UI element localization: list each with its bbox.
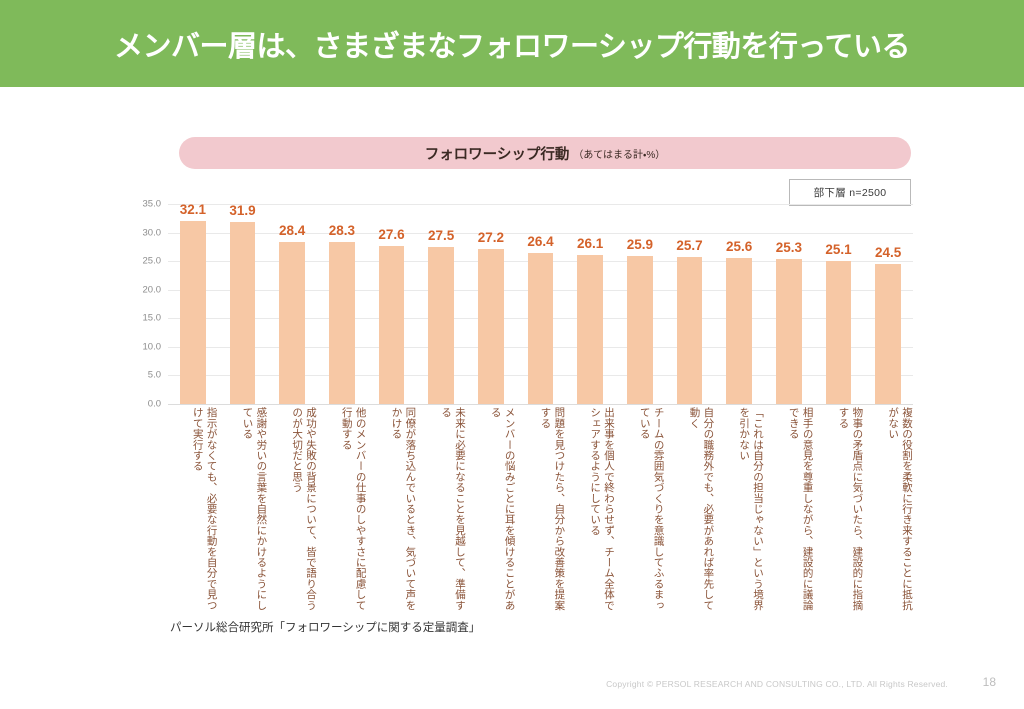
x-axis-tick-label: 相手の意見を尊重しながら、建設的に議論できる (787, 407, 814, 611)
bar-value-label: 25.6 (726, 238, 753, 254)
bar (428, 246, 455, 404)
x-axis-tick-label: 成功や失敗の背景について、皆で語り合うのが大切だと思う (291, 407, 317, 611)
bar-value-label: 28.3 (328, 223, 355, 239)
x-axis-tick-label: 「これは自分の担当じゃない」という境界を引かない (738, 407, 764, 611)
y-axis-tick-label: 25.0 (142, 255, 162, 267)
bar-group: 26.4 (516, 204, 566, 404)
bar-value-label: 25.7 (676, 238, 703, 254)
bar (179, 220, 206, 404)
bar-group: 27.5 (416, 204, 466, 404)
bar (328, 242, 355, 404)
legend-label: 部下層 n=2500 (813, 187, 887, 199)
bar-value-label: 26.1 (577, 235, 604, 251)
bar-group: 25.9 (615, 204, 665, 404)
bar-value-label: 32.1 (179, 201, 206, 217)
x-axis-tick-label: 感謝や労いの言葉を自然にかけるようにしている (241, 407, 268, 611)
x-axis-tick-label: 他のメンバーの仕事のしやすさに配慮して行動する (340, 407, 367, 611)
page-footer: Copyright © PERSOL RESEARCH AND CONSULTI… (0, 669, 1024, 709)
chart-panel: フォロワーシップ行動 （あてはまる計・%） 部下層 n=2500 35.0 30.… (0, 87, 1024, 647)
x-axis-tick-label: 自分の職務外でも、必要があれば率先して動く (688, 407, 715, 611)
bar-group: 32.1 (168, 201, 218, 404)
chart-title-main: フォロワーシップ行動 (424, 146, 570, 163)
chart-title-pill: フォロワーシップ行動 （あてはまる計・%） (179, 137, 911, 169)
source-note: パーソル総合研究所「フォロワーシップに関する定量調査」 (170, 622, 481, 634)
bar-group: 27.6 (367, 204, 417, 404)
bars-layer: 32.1 31.9 28.4 28.3 27.6 27.5 27.2 26.4 26.1 25.9… (168, 201, 913, 404)
bar (527, 253, 554, 404)
gridline (168, 204, 913, 205)
y-axis-tick-label: 5.0 (147, 369, 161, 381)
x-axis-tick-label: 未来に必要になることを見越して、準備する (440, 407, 466, 611)
plot-area: 35.0 30.0 25.0 20.0 15.0 10.0 5.0 0.0 32.1 31.9 2… (143, 199, 913, 410)
bar-group: 27.2 (466, 204, 516, 404)
bar-value-label: 27.6 (378, 227, 405, 243)
x-axis-labels: 指示がなくても、必要な行動を自分で見つけて実行する 感謝や労いの言葉を自然にかける… (168, 407, 913, 622)
bar-group: 25.1 (814, 204, 864, 404)
bar (875, 264, 902, 404)
bar-group: 31.9 (218, 202, 268, 404)
x-axis-tick-label: 問題を見つけたら、自分から改善策を提案する (539, 407, 566, 611)
y-axis-tick-label: 20.0 (142, 284, 162, 296)
legend-sample-size-box: 部下層 n=2500 (789, 179, 911, 206)
bar-group: 28.3 (317, 204, 367, 404)
x-axis-tick-label: 物事の矛盾点に気づいたら、建設的に指摘する (837, 407, 864, 611)
chart-title-subtitle: （あてはまる計・%） (573, 149, 666, 161)
bar (626, 256, 653, 404)
y-axis-tick-label: 0.0 (147, 398, 161, 410)
bar-value-label: 27.2 (477, 229, 504, 245)
bar (378, 246, 405, 404)
gridline (168, 232, 913, 234)
y-axis-tick-label: 30.0 (142, 227, 162, 239)
bar (676, 257, 703, 404)
gridline (168, 404, 913, 405)
bar-group: 26.1 (565, 204, 615, 404)
bar (726, 257, 753, 404)
bar-group: 25.7 (665, 204, 715, 404)
bar (825, 260, 852, 404)
y-axis-tick-label: 15.0 (142, 312, 162, 324)
bar-value-label: 25.9 (626, 237, 653, 252)
page-number: 18 (982, 675, 996, 689)
header-banner: メンバー層は、さまざまなフォロワーシップ行動を行っている (0, 0, 1024, 87)
x-axis-tick-label: 複数の役割を柔軟に行き来することに抵抗がない (887, 407, 913, 611)
bar-group: 28.4 (267, 204, 317, 404)
bar (229, 221, 256, 404)
x-axis-tick-label: メンバーの悩みごとに耳を傾けることがある (489, 407, 516, 611)
copyright-text: Copyright © PERSOL RESEARCH AND CONSULTI… (606, 679, 948, 689)
bar-value-label: 25.1 (825, 241, 852, 257)
bar-group: 25.3 (764, 204, 814, 404)
x-axis-tick-label: 同僚が落ち込んでいるとき、気づいて声をかける (390, 407, 417, 611)
y-axis-tick-label: 35.0 (142, 198, 162, 210)
bar-value-label: 27.5 (428, 227, 455, 243)
bar-value-label: 24.5 (875, 245, 902, 260)
bar-group: 25.6 (714, 204, 764, 404)
page-title: メンバー層は、さまざまなフォロワーシップ行動を行っている (114, 30, 910, 63)
y-axis-tick-label: 10.0 (142, 341, 162, 353)
x-axis-tick-label: 指示がなくても、必要な行動を自分で見つけて実行する (191, 407, 218, 611)
x-axis-tick-label: チームの雰囲気づくりを意識してふるまっている (638, 407, 665, 611)
bar (577, 254, 604, 404)
bar (477, 248, 504, 404)
bar-value-label: 31.9 (229, 202, 256, 218)
bar-value-label: 28.4 (279, 222, 306, 238)
x-axis-tick-label: 出来事を個人で終わらせず、チーム全体でシェアするようにしている (589, 407, 615, 611)
bar (775, 259, 802, 404)
bar-value-label: 25.3 (775, 240, 802, 256)
bar (279, 241, 306, 404)
bar-group: 24.5 (863, 204, 913, 404)
bar-value-label: 26.4 (527, 234, 554, 250)
